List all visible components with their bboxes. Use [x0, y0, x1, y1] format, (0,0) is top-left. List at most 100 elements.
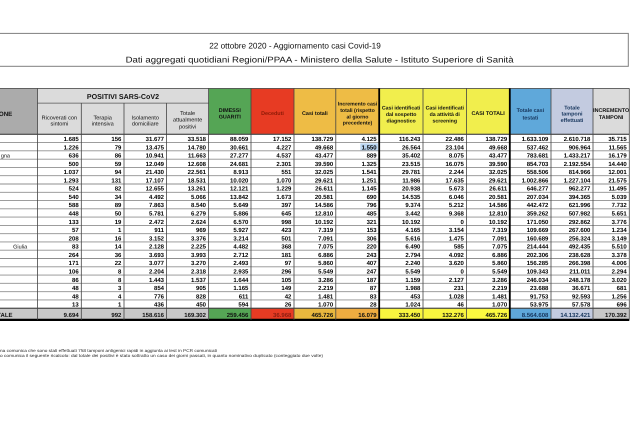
svg-text:501: 501: [281, 235, 292, 242]
svg-text:4.125: 4.125: [362, 136, 378, 143]
svg-text:540: 540: [69, 194, 80, 201]
svg-text:18.531: 18.531: [188, 177, 207, 184]
svg-text:IONE: IONE: [0, 111, 12, 118]
svg-text:12.810: 12.810: [489, 211, 508, 218]
svg-text:effettuati: effettuati: [561, 118, 584, 124]
svg-text:attualmente: attualmente: [173, 117, 202, 124]
svg-text:266.398: 266.398: [569, 260, 591, 267]
svg-text:26: 26: [285, 302, 292, 309]
svg-text:296: 296: [281, 268, 292, 275]
svg-text:588: 588: [69, 202, 80, 209]
svg-text:3.077: 3.077: [149, 260, 165, 267]
svg-text:2.610.718: 2.610.718: [564, 136, 591, 143]
svg-text:1: 1: [118, 227, 122, 234]
svg-text:totali (rispetto: totali (rispetto: [340, 108, 375, 114]
svg-text:Isolamento: Isolamento: [132, 114, 159, 121]
svg-text:407: 407: [367, 260, 378, 267]
svg-text:12.655: 12.655: [146, 186, 165, 193]
svg-text:diagnostico: diagnostico: [387, 118, 416, 124]
svg-text:27.277: 27.277: [230, 153, 249, 160]
svg-text:10.192: 10.192: [489, 219, 508, 226]
svg-text:12.810: 12.810: [315, 211, 334, 218]
svg-text:7.091: 7.091: [492, 235, 508, 242]
svg-text:29.621: 29.621: [489, 177, 508, 184]
svg-text:5.860: 5.860: [318, 260, 334, 267]
svg-text:8.564.608: 8.564.608: [522, 312, 549, 319]
svg-text:5.673: 5.673: [449, 186, 465, 193]
svg-text:5.039: 5.039: [612, 194, 628, 201]
svg-text:2.294: 2.294: [612, 268, 628, 275]
svg-text:26.564: 26.564: [402, 144, 421, 151]
svg-text:14.586: 14.586: [489, 202, 508, 209]
svg-text:1.433.217: 1.433.217: [564, 153, 591, 160]
svg-text:1.293: 1.293: [64, 177, 80, 184]
svg-text:1: 1: [118, 302, 122, 309]
svg-text:1.229: 1.229: [276, 186, 292, 193]
svg-text:positivi: positivi: [179, 123, 196, 130]
svg-text:4.006: 4.006: [612, 260, 628, 267]
svg-text:962.277: 962.277: [569, 186, 591, 193]
svg-text:14.440: 14.440: [608, 161, 627, 168]
svg-text:321: 321: [367, 219, 378, 226]
svg-text:3.270: 3.270: [191, 260, 207, 267]
svg-text:1.145: 1.145: [362, 186, 378, 193]
svg-text:4.482: 4.482: [233, 244, 249, 251]
svg-text:1.475: 1.475: [449, 235, 465, 242]
svg-text:5.886: 5.886: [233, 211, 249, 218]
svg-text:2.225: 2.225: [191, 244, 207, 251]
svg-text:156: 156: [111, 136, 122, 143]
svg-text:29.621: 29.621: [315, 177, 334, 184]
svg-text:39.590: 39.590: [489, 161, 508, 168]
svg-text:2.204: 2.204: [149, 268, 165, 275]
svg-text:158.616: 158.616: [142, 312, 164, 319]
svg-text:247: 247: [367, 268, 378, 275]
svg-text:783.681: 783.681: [527, 153, 549, 160]
svg-text:485: 485: [367, 211, 378, 218]
svg-text:149: 149: [281, 285, 292, 292]
svg-text:10.192: 10.192: [402, 219, 421, 226]
svg-text:1.644: 1.644: [233, 277, 249, 284]
svg-text:1.024: 1.024: [405, 302, 421, 309]
svg-text:49.668: 49.668: [315, 144, 334, 151]
svg-text:796: 796: [367, 202, 378, 209]
svg-text:87: 87: [370, 285, 377, 292]
svg-text:3.776: 3.776: [612, 219, 628, 226]
svg-text:106: 106: [69, 268, 80, 275]
svg-text:5.927: 5.927: [233, 227, 249, 234]
svg-text:911: 911: [154, 227, 164, 234]
svg-text:558.506: 558.506: [527, 169, 549, 176]
svg-text:138.729: 138.729: [485, 136, 507, 143]
svg-text:905: 905: [196, 285, 207, 292]
svg-text:1.037: 1.037: [64, 169, 80, 176]
svg-text:5.212: 5.212: [449, 202, 465, 209]
svg-text:22.561: 22.561: [188, 169, 207, 176]
svg-text:9.368: 9.368: [449, 211, 465, 218]
svg-text:2.493: 2.493: [233, 260, 249, 267]
svg-text:645: 645: [281, 211, 292, 218]
svg-text:10.020: 10.020: [230, 177, 249, 184]
svg-text:1.481: 1.481: [318, 293, 334, 300]
svg-text:256.324: 256.324: [569, 235, 591, 242]
svg-text:2.219: 2.219: [318, 285, 334, 292]
svg-text:368: 368: [281, 244, 292, 251]
svg-text:3.149: 3.149: [612, 235, 628, 242]
svg-text:2.712: 2.712: [233, 252, 249, 259]
svg-text:7.863: 7.863: [149, 202, 165, 209]
svg-text:21.430: 21.430: [146, 169, 165, 176]
svg-text:Terapia: Terapia: [93, 114, 112, 121]
svg-text:3.152: 3.152: [149, 235, 165, 242]
svg-text:1.325: 1.325: [362, 161, 378, 168]
svg-text:53.975: 53.975: [530, 302, 549, 309]
svg-text:sintomi: sintomi: [51, 120, 69, 127]
svg-text:248.178: 248.178: [569, 277, 591, 284]
svg-text:246.034: 246.034: [527, 277, 549, 284]
svg-text:23.688: 23.688: [530, 285, 549, 292]
svg-text:551: 551: [281, 169, 292, 176]
svg-text:1.673: 1.673: [276, 194, 292, 201]
svg-text:22 ottobre 2020 - Aggiornament: 22 ottobre 2020 - Aggiornamento casi Cov…: [209, 42, 381, 51]
svg-text:465.726: 465.726: [485, 312, 507, 319]
svg-text:33.518: 33.518: [188, 136, 207, 143]
svg-text:na comunica che sono stati eff: na comunica che sono stati effettuati 75…: [0, 348, 217, 353]
svg-text:7.075: 7.075: [492, 244, 508, 251]
svg-text:26.611: 26.611: [315, 186, 334, 193]
